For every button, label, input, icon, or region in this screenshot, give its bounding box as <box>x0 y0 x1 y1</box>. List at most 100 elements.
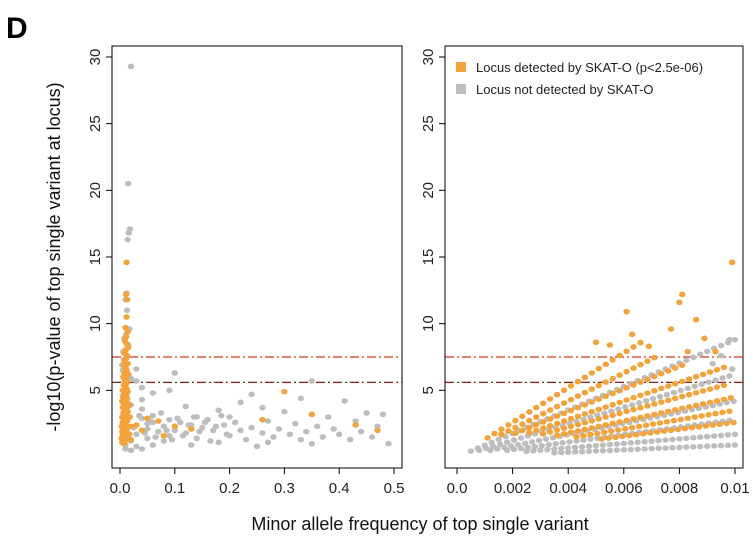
point-not-detected <box>648 445 655 452</box>
point-detected <box>667 427 675 434</box>
point-detected <box>651 354 658 361</box>
y-tick-label: 30 <box>420 49 437 66</box>
point-not-detected <box>620 447 627 453</box>
point-detected <box>519 427 526 434</box>
point-detected <box>601 429 608 436</box>
point-not-detected <box>352 418 359 424</box>
point-not-detected <box>704 443 711 450</box>
point-not-detected <box>559 440 566 446</box>
point-detected <box>720 382 728 389</box>
point-detected <box>685 404 693 410</box>
point-detected <box>606 342 614 348</box>
point-detected <box>539 419 547 425</box>
point-not-detected <box>308 440 315 447</box>
point-detected <box>647 430 654 436</box>
point-not-detected <box>677 387 684 394</box>
right-threshold-lines <box>445 356 743 383</box>
point-not-detected <box>253 443 261 450</box>
point-not-detected <box>133 378 140 384</box>
point-not-detected <box>357 428 365 435</box>
point-not-detected <box>163 427 170 434</box>
point-not-detected <box>248 424 255 431</box>
point-not-detected <box>215 407 222 414</box>
point-detected <box>539 410 547 417</box>
point-not-detected <box>503 439 511 445</box>
point-detected <box>609 357 616 363</box>
point-detected <box>630 394 637 401</box>
point-detected <box>560 431 568 437</box>
point-detected <box>716 421 723 428</box>
point-detected <box>144 415 151 422</box>
point-not-detected <box>558 449 565 456</box>
point-detected <box>498 426 505 433</box>
point-detected <box>609 420 616 427</box>
point-detected <box>588 399 596 405</box>
point-not-detected <box>242 436 250 443</box>
point-not-detected <box>634 439 641 446</box>
point-not-detected <box>690 354 697 361</box>
point-detected <box>560 400 568 406</box>
point-not-detected <box>717 342 725 349</box>
point-detected <box>615 427 622 433</box>
point-not-detected <box>606 441 614 448</box>
point-detected <box>658 385 665 392</box>
point-not-detected <box>144 435 151 442</box>
point-detected <box>712 410 719 417</box>
point-detected <box>587 431 594 438</box>
point-not-detected <box>149 442 157 448</box>
point-not-detected <box>174 415 181 422</box>
point-detected <box>672 365 679 371</box>
point-not-detected <box>127 63 135 70</box>
point-not-detected <box>620 440 627 447</box>
point-detected <box>546 396 554 402</box>
point-not-detected <box>704 433 711 440</box>
legend-swatch-not-detected <box>456 84 466 94</box>
point-detected <box>720 396 728 403</box>
point-not-detected <box>697 434 704 440</box>
point-detected <box>695 424 703 430</box>
point-detected <box>123 259 130 266</box>
point-detected <box>616 410 623 417</box>
point-detected <box>592 339 600 346</box>
point-not-detected <box>676 436 683 442</box>
point-detected <box>685 376 693 382</box>
point-not-detected <box>212 423 220 430</box>
point-detected <box>630 416 637 422</box>
point-detected <box>567 429 575 436</box>
point-detected <box>533 427 540 434</box>
point-detected <box>644 376 651 383</box>
point-detected <box>608 428 615 434</box>
point-detected <box>644 413 651 419</box>
point-detected <box>653 429 661 435</box>
point-detected <box>616 419 623 425</box>
point-not-detected <box>157 410 165 416</box>
point-not-detected <box>297 395 305 402</box>
point-detected <box>526 409 533 415</box>
point-detected <box>706 399 714 406</box>
point-not-detected <box>215 439 222 446</box>
point-detected <box>616 387 623 394</box>
point-detected <box>567 415 575 422</box>
point-not-detected <box>127 447 135 454</box>
point-detected <box>644 390 651 396</box>
point-not-detected <box>717 432 725 439</box>
point-detected <box>595 416 602 422</box>
point-not-detected <box>613 441 621 447</box>
point-not-detected <box>573 438 580 444</box>
left-plot-frame <box>111 45 403 469</box>
point-not-detected <box>281 408 288 415</box>
point-not-detected <box>133 443 140 450</box>
point-not-detected <box>149 390 157 396</box>
point-detected <box>609 375 616 382</box>
right-x-axis: 0.0 0.002 0.004 0.006 0.008 0.01 <box>447 467 750 497</box>
point-detected <box>706 386 714 392</box>
point-not-detected <box>495 436 502 443</box>
y-tick-label: 5 <box>87 386 104 394</box>
point-not-detected <box>731 336 739 343</box>
point-not-detected <box>683 435 690 442</box>
y-tick-label: 15 <box>87 249 104 266</box>
point-not-detected <box>676 444 683 451</box>
point-detected <box>553 420 561 427</box>
point-not-detected <box>125 180 132 187</box>
point-detected <box>546 416 554 422</box>
